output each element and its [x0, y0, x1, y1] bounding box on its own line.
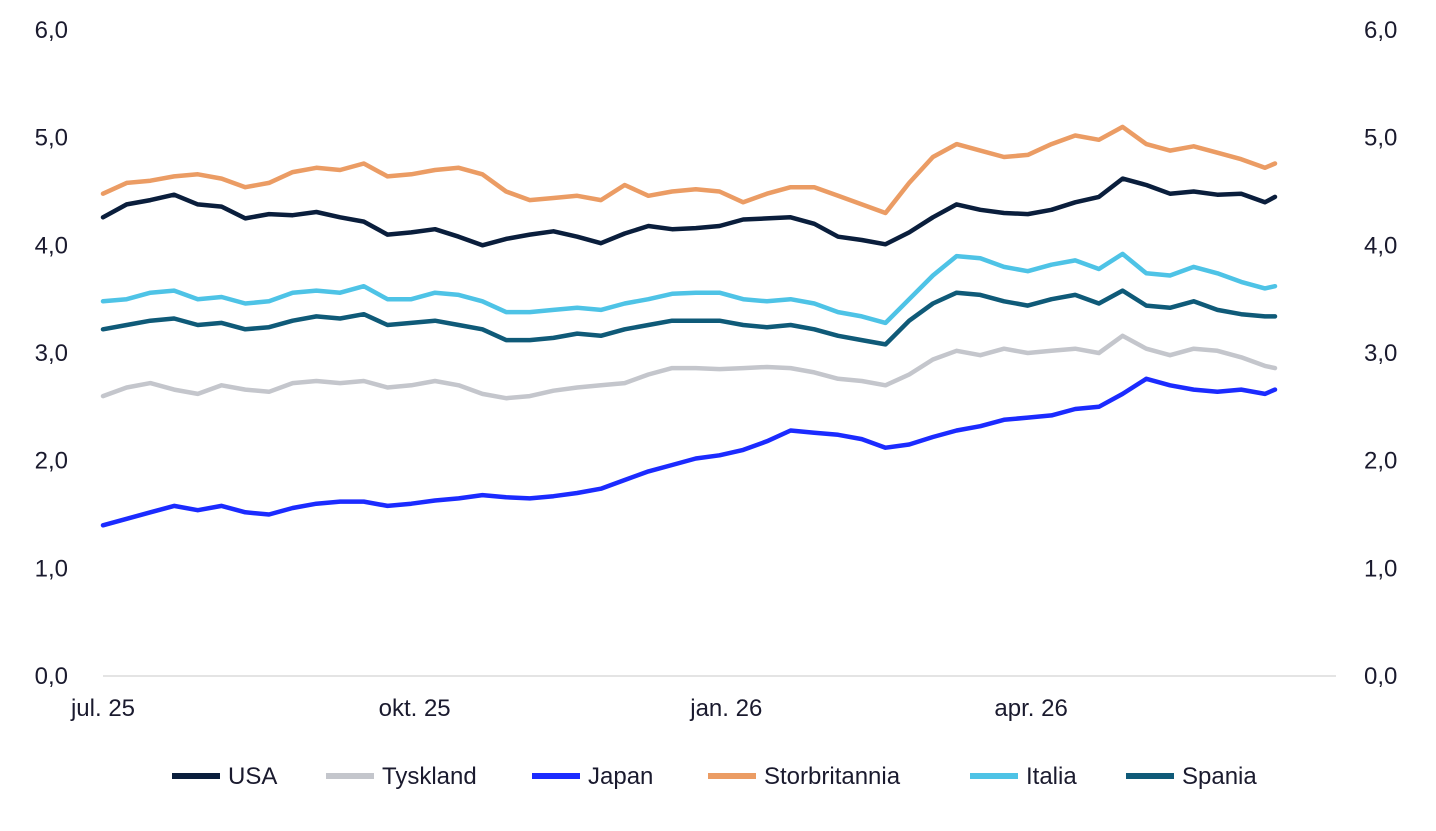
y-tick-label-right: 5,0: [1364, 125, 1397, 152]
y-tick-label-left: 4,0: [35, 232, 68, 259]
legend-item-usa: USA: [172, 763, 277, 790]
series-line-tyskland: [100, 333, 1278, 401]
legend-label: Storbritannia: [764, 763, 901, 790]
legend-label: Italia: [1026, 763, 1077, 790]
y-tick-label-left: 1,0: [35, 555, 68, 582]
series-line-storbritannia: [100, 124, 1278, 216]
y-tick-label-right: 4,0: [1364, 232, 1397, 259]
legend-item-storbritannia: Storbritannia: [708, 763, 901, 790]
y-tick-label-right: 0,0: [1364, 663, 1397, 690]
legend-item-japan: Japan: [532, 763, 653, 790]
y-tick-label-right: 1,0: [1364, 555, 1397, 582]
y-tick-label-left: 3,0: [35, 340, 68, 367]
series-line-italia: [100, 251, 1278, 326]
y-tick-label-left: 6,0: [35, 17, 68, 44]
y-axis-left: 0,0 1,0 2,0 3,0 4,0 5,0 6,0: [35, 17, 68, 690]
series-line-japan: [100, 376, 1278, 528]
y-axis-right: 0,0 1,0 2,0 3,0 4,0 5,0 6,0: [1364, 17, 1397, 690]
legend-item-italia: Italia: [970, 763, 1077, 790]
y-tick-label-left: 5,0: [35, 125, 68, 152]
y-tick-label-right: 6,0: [1364, 17, 1397, 44]
x-axis: jul. 25 okt. 25 jan. 26 apr. 26: [70, 695, 1068, 722]
x-tick-label: okt. 25: [379, 695, 451, 722]
legend: USA Tyskland Japan Storbritannia Italia Spani…: [172, 763, 1257, 790]
y-tick-label-right: 3,0: [1364, 340, 1397, 367]
legend-label: Tyskland: [382, 763, 477, 790]
x-tick-label: jan. 26: [689, 695, 762, 722]
series-line-usa: [100, 176, 1278, 248]
x-tick-label: apr. 26: [994, 695, 1067, 722]
legend-item-tyskland: Tyskland: [326, 763, 477, 790]
y-tick-label-left: 0,0: [35, 663, 68, 690]
y-tick-label-left: 2,0: [35, 448, 68, 475]
legend-label: Japan: [588, 763, 653, 790]
series-lines: [100, 124, 1278, 528]
legend-item-spania: Spania: [1126, 763, 1257, 790]
legend-label: Spania: [1182, 763, 1257, 790]
legend-label: USA: [228, 763, 277, 790]
y-tick-label-right: 2,0: [1364, 448, 1397, 475]
x-tick-label: jul. 25: [70, 695, 135, 722]
series-line-spania: [100, 288, 1278, 347]
